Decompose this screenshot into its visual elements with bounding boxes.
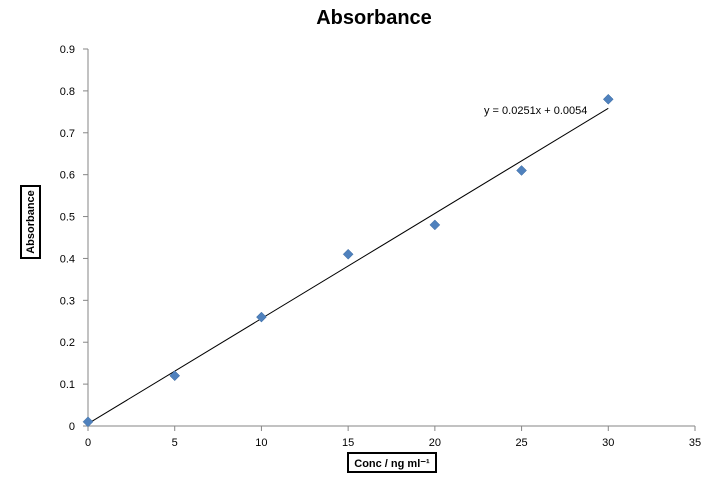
y-axis-label-box: Absorbance xyxy=(20,185,41,259)
tick-labels: 0 0.1 0.2 0.3 0.4 0.5 0.6 0.7 0.8 0.9 0 5 10 15 20 25 30… xyxy=(60,44,701,449)
y-tick-label: 0.7 xyxy=(60,128,75,140)
x-tick-label: 15 xyxy=(342,437,354,449)
y-axis-label: Absorbance xyxy=(25,190,37,254)
y-tick-label: 0.4 xyxy=(60,253,75,265)
data-point xyxy=(516,165,527,176)
x-tick-label: 20 xyxy=(429,437,441,449)
y-tick-label: 0.9 xyxy=(60,44,75,56)
trendline-group xyxy=(87,107,609,425)
data-point xyxy=(602,93,614,105)
y-tick-label: 0.1 xyxy=(60,379,75,391)
data-point xyxy=(256,311,267,323)
x-tick-label: 35 xyxy=(689,437,701,449)
x-axis-label-frame xyxy=(347,452,437,473)
chart-title: Absorbance xyxy=(316,7,432,29)
x-tick-label: 0 xyxy=(85,437,91,449)
data-point xyxy=(429,219,441,231)
x-tick-label: 25 xyxy=(515,437,527,449)
x-axis-label-box: Conc / ng ml⁻¹ xyxy=(347,452,437,473)
y-tick-label: 0 xyxy=(69,421,75,433)
axes xyxy=(83,48,696,431)
data-point xyxy=(82,416,94,428)
y-tick-label: 0.6 xyxy=(60,170,75,182)
data-point xyxy=(342,248,354,260)
x-tick-label: 10 xyxy=(255,437,267,449)
x-tick-label: 30 xyxy=(602,437,614,449)
y-tick-label: 0.8 xyxy=(60,86,75,98)
y-axis-label-frame xyxy=(20,185,41,259)
trendline-equation: y = 0.0251x + 0.0054 xyxy=(484,105,587,117)
x-tick-label: 5 xyxy=(172,437,178,449)
x-axis-label: Conc / ng ml⁻¹ xyxy=(354,458,430,470)
trendline xyxy=(87,107,609,425)
y-tick-label: 0.3 xyxy=(60,295,75,307)
data-point xyxy=(169,370,181,382)
y-tick-label: 0.2 xyxy=(60,337,75,349)
y-tick-label: 0.5 xyxy=(60,212,75,224)
data-points xyxy=(82,93,614,428)
